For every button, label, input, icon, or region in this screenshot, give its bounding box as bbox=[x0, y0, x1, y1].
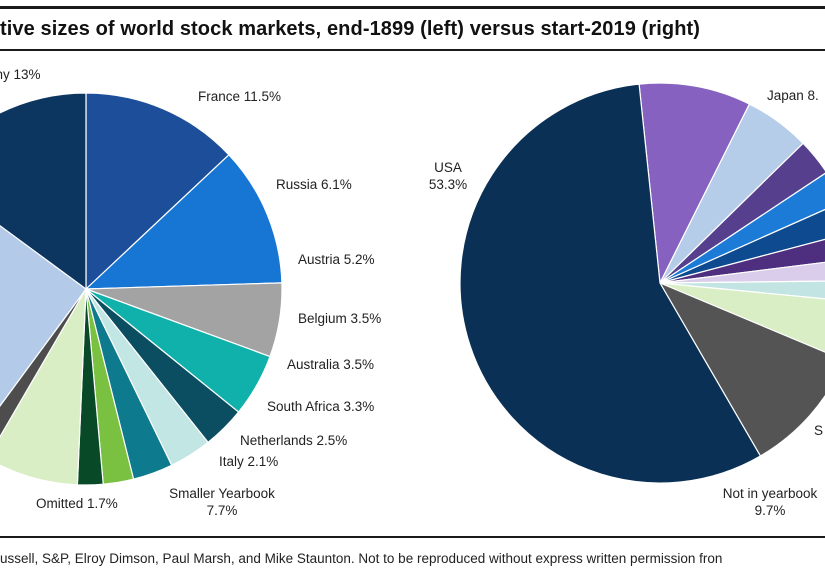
pie-slice-japan bbox=[638, 82, 751, 286]
pie-left: any 13% France 11.5% Russia 6.1% Austria 5.… bbox=[0, 67, 381, 518]
pie-slice-segment-4 bbox=[659, 208, 825, 284]
slice-label-belgium: Belgium 3.5% bbox=[298, 311, 381, 326]
slice-label-smaller: S bbox=[814, 423, 823, 438]
pie-slice-france bbox=[84, 153, 283, 290]
source-note: ussell, S&P, Elroy Dimson, Paul Marsh, a… bbox=[0, 551, 723, 566]
slice-label-germany: any 13% bbox=[0, 67, 41, 82]
slice-label-usa: USA 53.3% bbox=[429, 160, 467, 192]
pie-slice-segment-11 bbox=[0, 224, 87, 407]
pie-slice-segment-5 bbox=[659, 238, 825, 284]
source-rule bbox=[0, 536, 825, 538]
slice-label-south-africa: South Africa 3.3% bbox=[267, 399, 374, 414]
slice-label-austria: Austria 5.2% bbox=[298, 252, 375, 267]
pie-slice-segment-2 bbox=[659, 142, 825, 284]
pie-charts: any 13% France 11.5% Russia 6.1% Austria 5.… bbox=[0, 67, 825, 518]
slice-label-russia: Russia 6.1% bbox=[276, 177, 352, 192]
pie-slice-omitted bbox=[0, 288, 87, 438]
pie-slice-not-in-yearbook bbox=[658, 281, 825, 457]
slice-label-france: France 11.5% bbox=[198, 89, 281, 104]
slice-label-japan: Japan 8. bbox=[767, 88, 819, 103]
slice-label-smaller-yearbook: Smaller Yearbook 7.7% bbox=[169, 486, 275, 518]
pie-slice-segment-12 bbox=[0, 92, 87, 291]
pie-slice-germany bbox=[85, 92, 230, 291]
slice-label-italy: Italy 2.1% bbox=[219, 454, 278, 469]
slice-label-not-in-yearbook: Not in yearbook 9.7% bbox=[723, 486, 818, 518]
pie-slice-segment-6 bbox=[659, 261, 825, 284]
slice-label-netherlands: Netherlands 2.5% bbox=[240, 433, 347, 448]
pie-slice-segment-3 bbox=[659, 172, 825, 284]
slice-label-omitted: Omitted 1.7% bbox=[36, 496, 118, 511]
chart-title: tive sizes of world stock markets, end-1… bbox=[0, 18, 701, 40]
slice-label-australia: Australia 3.5% bbox=[287, 357, 374, 372]
title-rule bbox=[0, 49, 825, 51]
top-rule bbox=[0, 6, 825, 9]
pie-right: Japan 8. S Not in yearbook 9.7% USA 53.3% bbox=[429, 82, 825, 518]
pie-slice-usa bbox=[459, 83, 762, 484]
pie-slice-smaller-yearbook bbox=[0, 288, 87, 486]
